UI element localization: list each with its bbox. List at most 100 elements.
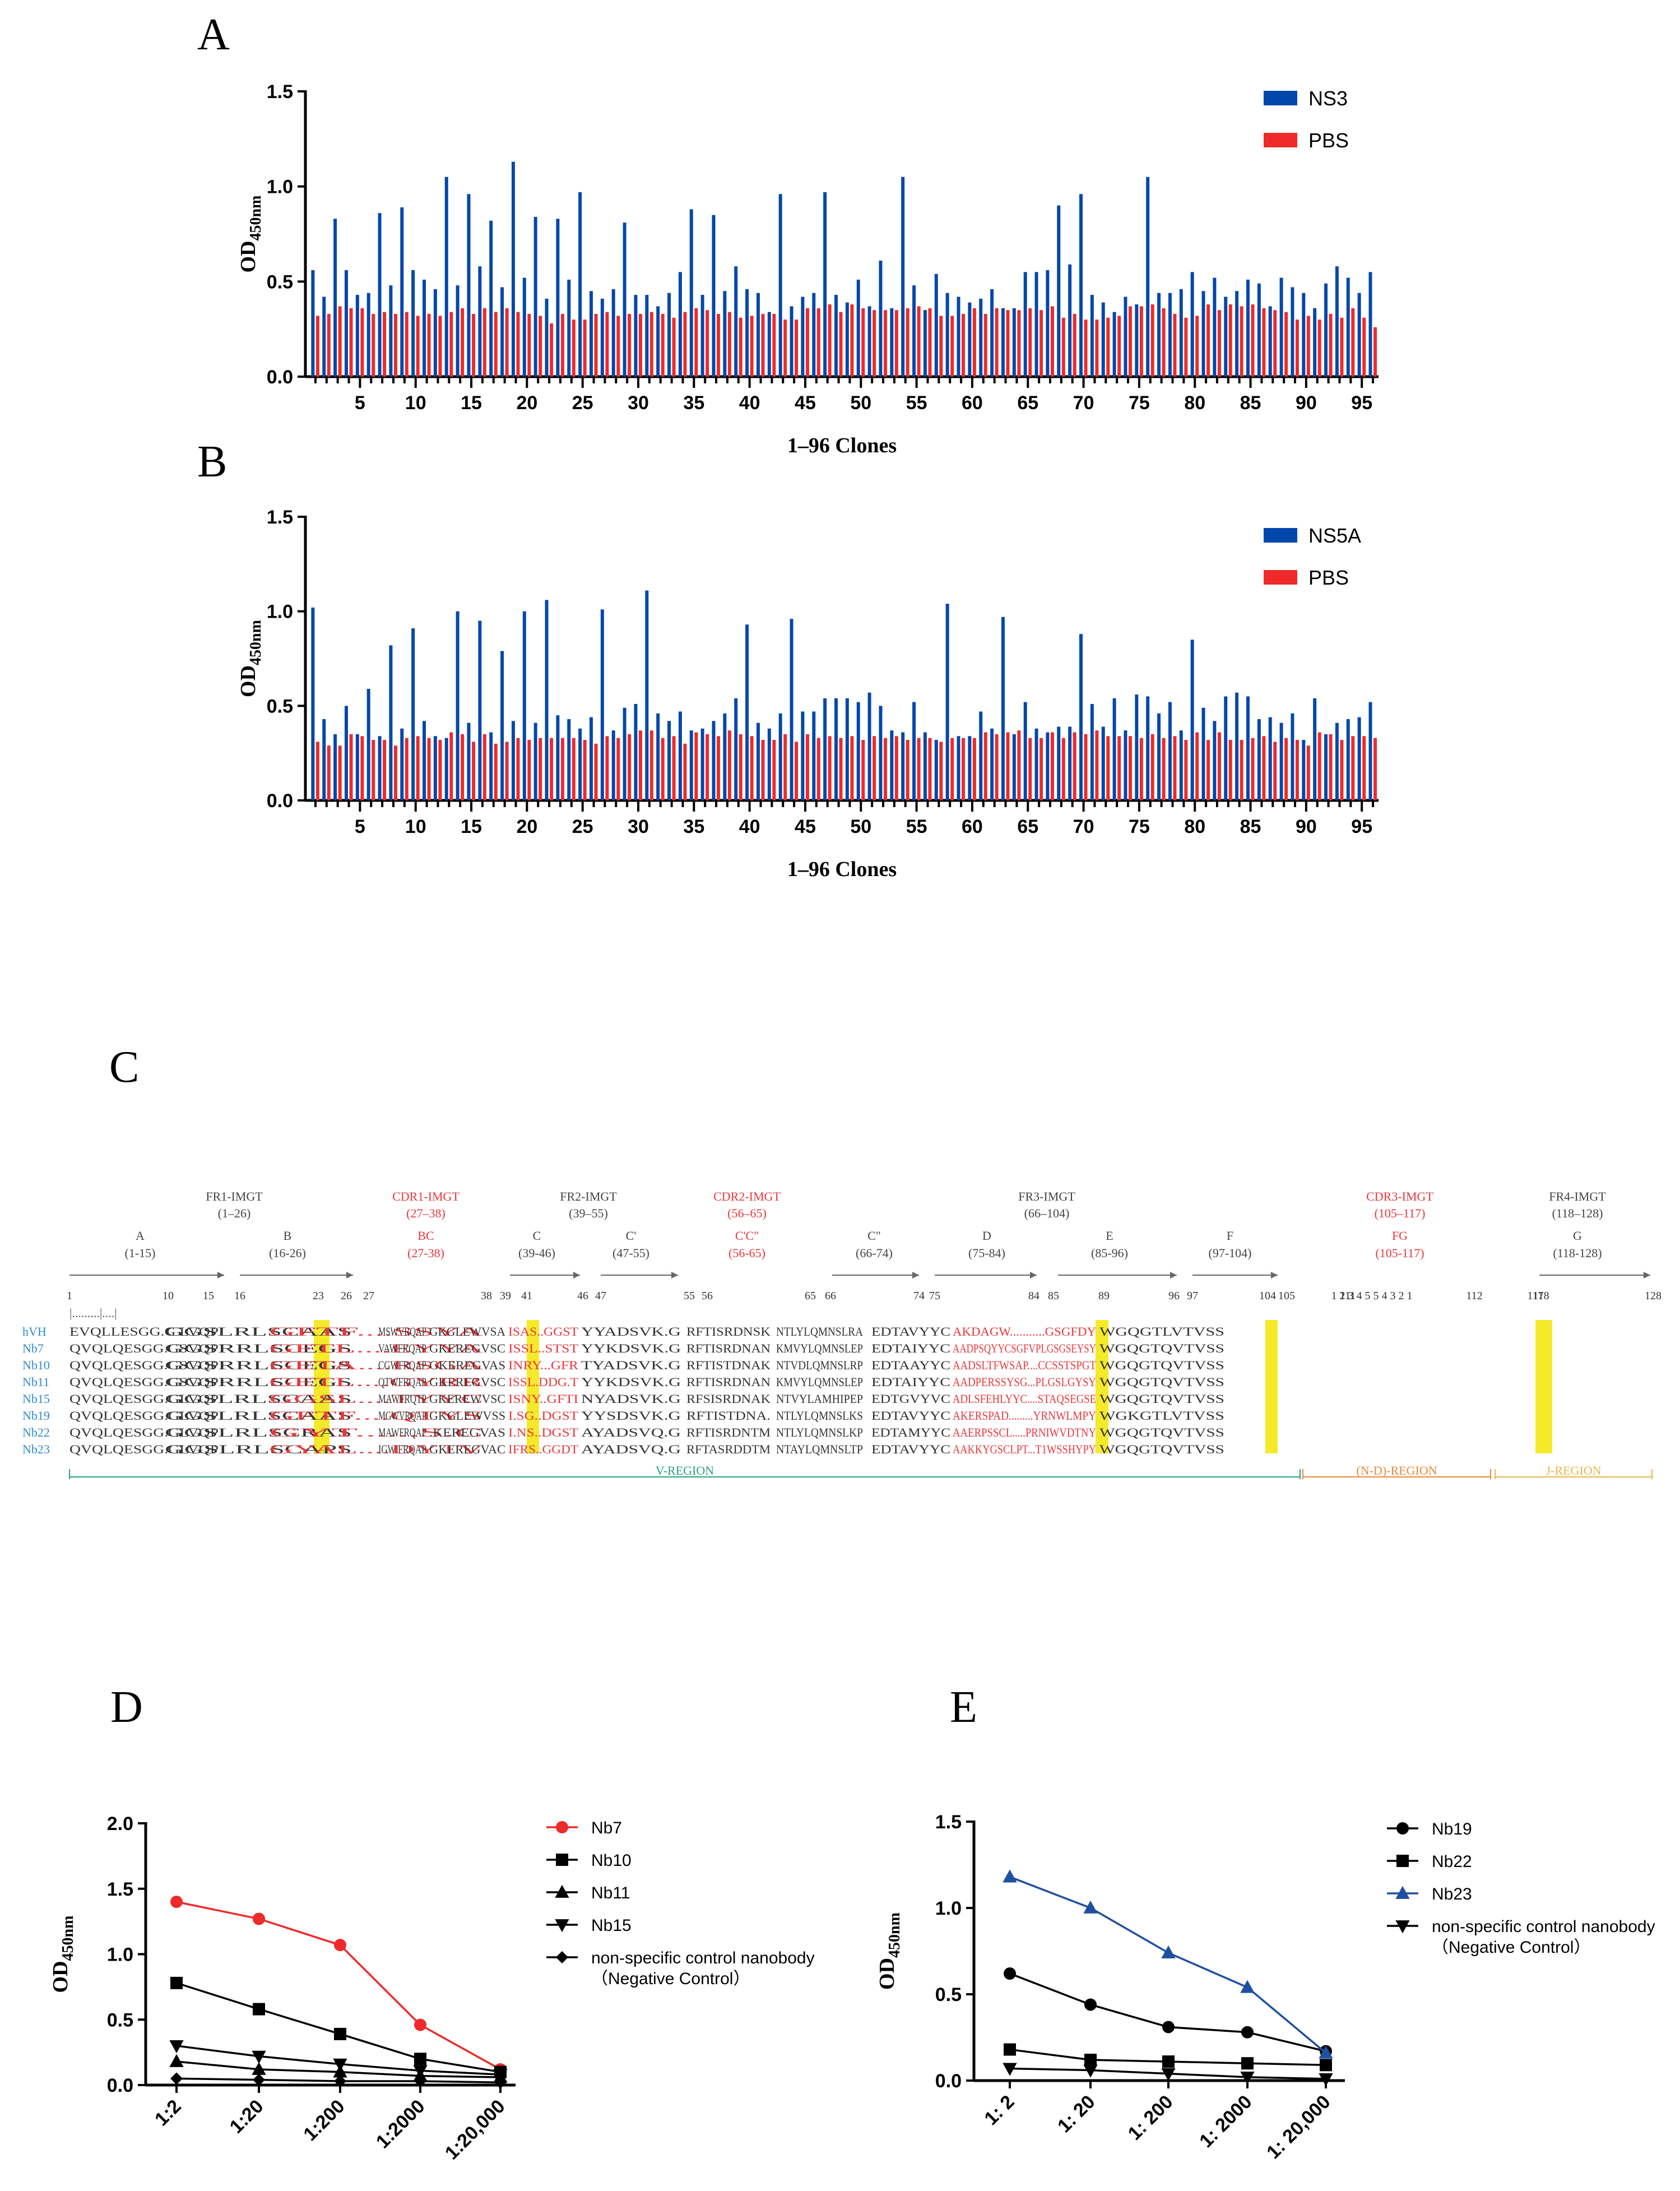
sequence-segment: NTLYLQMNSLKP bbox=[776, 1425, 863, 1439]
bar-ns3 bbox=[1368, 272, 1372, 377]
sequence-segment: EDTAIYYC bbox=[871, 1375, 950, 1389]
bar-pbs bbox=[583, 319, 587, 377]
bar-pbs bbox=[1251, 304, 1255, 377]
bar-ns3 bbox=[1291, 287, 1294, 377]
row-name: Nb22 bbox=[22, 1425, 50, 1439]
bar-pbs bbox=[1373, 738, 1377, 800]
bar-ns3 bbox=[433, 289, 437, 377]
bar-pbs bbox=[1284, 312, 1288, 377]
data-point bbox=[169, 2040, 184, 2054]
legend-label-2: （Negative Control） bbox=[591, 1970, 750, 1988]
data-point bbox=[253, 2003, 265, 2016]
bar-ns3 bbox=[990, 289, 994, 377]
data-point bbox=[1004, 2043, 1016, 2056]
bar-ns5a bbox=[611, 730, 615, 800]
bar-pbs bbox=[527, 740, 531, 800]
data-point bbox=[1084, 1998, 1097, 2011]
bar-pbs bbox=[1017, 730, 1021, 800]
strand-range: (75-84) bbox=[968, 1246, 1005, 1260]
bar-ns5a bbox=[489, 732, 493, 800]
sequence-segment: QVQLQESGG.GLVQP bbox=[69, 1425, 219, 1439]
bar-pbs bbox=[950, 316, 954, 377]
bar-pbs bbox=[884, 310, 887, 377]
bar-pbs bbox=[1340, 740, 1344, 800]
strand-range: (118-128) bbox=[1553, 1246, 1602, 1260]
bar-ns3 bbox=[778, 194, 782, 377]
legend-marker bbox=[556, 1821, 568, 1833]
bar-pbs bbox=[1228, 304, 1232, 377]
region-bar-label: V-REGION bbox=[656, 1463, 714, 1477]
bar-ns3 bbox=[1213, 277, 1217, 377]
data-point bbox=[1240, 1980, 1255, 1993]
bar-ns5a bbox=[767, 728, 771, 800]
bar-pbs bbox=[383, 312, 387, 377]
legend-label: Nb11 bbox=[591, 1884, 630, 1902]
bar-ns5a bbox=[745, 624, 749, 800]
bar-ns3 bbox=[912, 285, 916, 377]
sequence-segment: TYADSVK.G bbox=[581, 1358, 681, 1372]
sequence-segment: AKERSPAD.........YRNWLMPY bbox=[953, 1409, 1096, 1423]
strand-name: D bbox=[982, 1229, 991, 1243]
x-tick-label: 5 bbox=[355, 816, 365, 837]
strand-arrowhead bbox=[671, 1272, 678, 1279]
bar-ns5a bbox=[979, 711, 983, 800]
bar-ns5a bbox=[912, 702, 916, 800]
bar-pbs bbox=[995, 734, 999, 800]
bar-pbs bbox=[1184, 740, 1188, 800]
position-number: 104 bbox=[1259, 1290, 1276, 1302]
bar-pbs bbox=[616, 738, 620, 800]
sequence-segment: GGSLRLSCAAS bbox=[165, 1324, 352, 1338]
panel-letter-c: C bbox=[109, 1043, 139, 1092]
bar-ns3 bbox=[1257, 283, 1261, 377]
bar-ns3 bbox=[400, 207, 404, 377]
x-tick-label: 40 bbox=[739, 392, 760, 414]
bar-pbs bbox=[1150, 304, 1154, 377]
data-point bbox=[1162, 2055, 1175, 2068]
sequence-segment: VAWFRQAP bbox=[378, 1341, 426, 1355]
strand-range: (16-26) bbox=[269, 1246, 306, 1260]
position-number: 10 bbox=[163, 1290, 174, 1302]
bar-ns5a bbox=[1012, 734, 1016, 800]
bar-pbs bbox=[605, 736, 609, 800]
bar-ns3 bbox=[411, 270, 415, 377]
bar-pbs bbox=[372, 314, 375, 377]
bar-pbs bbox=[1206, 304, 1210, 377]
strand-range: (85-96) bbox=[1091, 1246, 1128, 1260]
region-bar-label: J-REGION bbox=[1546, 1463, 1602, 1477]
position-number: 105 bbox=[1278, 1290, 1295, 1302]
x-tick-label: 10 bbox=[405, 816, 426, 837]
bar-ns3 bbox=[634, 295, 638, 377]
position-number: 97 bbox=[1187, 1290, 1198, 1302]
x-tick-label: 50 bbox=[850, 392, 871, 414]
bar-pbs bbox=[1084, 319, 1088, 377]
data-point bbox=[1161, 2068, 1176, 2081]
bar-pbs bbox=[649, 312, 653, 377]
bar-ns5a bbox=[1268, 717, 1272, 800]
sequence-segment: YYKDSVK.G bbox=[581, 1375, 681, 1389]
bar-pbs bbox=[594, 314, 598, 377]
sequence-segment: KMVYLQMNSLEP bbox=[776, 1341, 863, 1355]
sequence-segment: GKEREWVSC bbox=[429, 1392, 505, 1406]
bar-ns5a bbox=[1168, 702, 1172, 800]
bar-pbs bbox=[649, 730, 653, 800]
bar-pbs bbox=[750, 736, 754, 800]
x-tick-label: 55 bbox=[906, 816, 927, 837]
bar-pbs bbox=[672, 317, 676, 377]
position-number: 56 bbox=[702, 1290, 713, 1302]
bar-ns3 bbox=[1046, 270, 1050, 377]
bar-ns3 bbox=[1146, 177, 1150, 377]
sequence-segment: GKEREGVAC bbox=[429, 1442, 505, 1456]
x-tick-label: 15 bbox=[461, 392, 482, 414]
legend-label: Nb22 bbox=[1432, 1852, 1472, 1871]
bar-ns3 bbox=[968, 302, 972, 377]
x-tick-label: 90 bbox=[1296, 392, 1317, 414]
bar-ns3 bbox=[545, 298, 549, 377]
sequence-segment: RFTASRDDTM bbox=[686, 1442, 771, 1456]
x-tick-label: 95 bbox=[1351, 392, 1372, 414]
bar-ns5a bbox=[400, 728, 404, 800]
bar-ns3 bbox=[923, 310, 927, 377]
x-tick-label: 80 bbox=[1184, 392, 1205, 414]
bar-ns3 bbox=[1068, 264, 1072, 377]
bar-ns3 bbox=[801, 297, 805, 377]
data-point bbox=[1319, 2073, 1333, 2087]
